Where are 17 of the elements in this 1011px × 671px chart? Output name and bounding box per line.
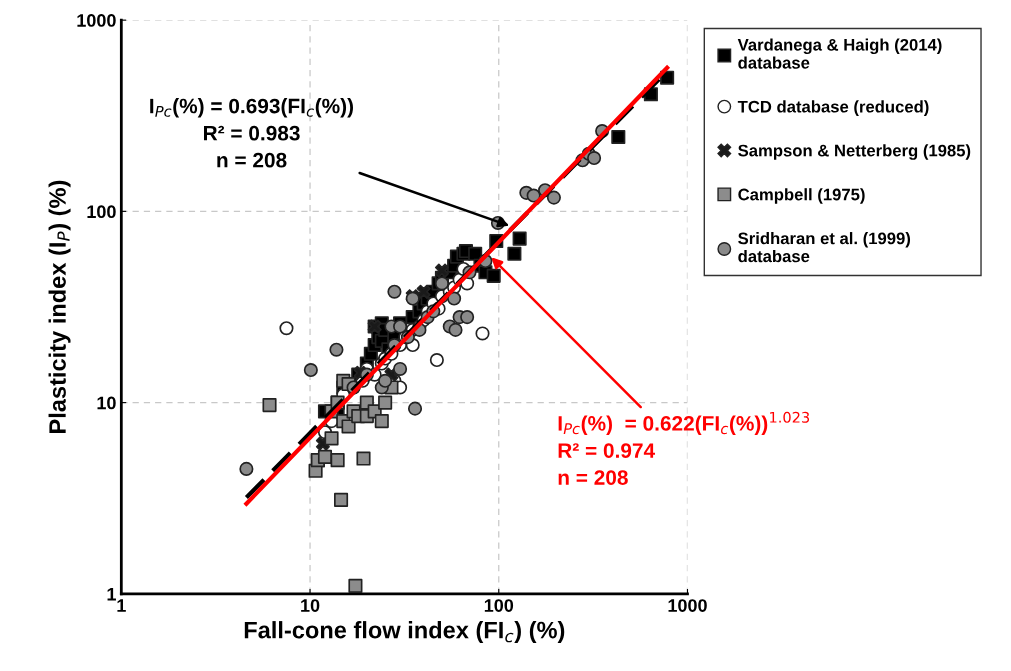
- x-tick-label: 100: [484, 599, 514, 612]
- x-axis-title: Fall-cone flow index (FI$_{c}$) (%): [244, 621, 565, 644]
- text: I$_{Pc}$(%) = 0.622(FI$_{c}$(%))$^{1.023}$ R² = 0.974 n = 208: [558, 411, 810, 485]
- legend-label: TCD database (reduced): [737, 100, 929, 116]
- x-tick-label: 1: [117, 599, 126, 612]
- annotation: I$_{Pc}$(%) = 0.693(FI$_{c}$(%)) R² = 0.983 n = 208: [150, 98, 354, 168]
- y-tick-label: 1000: [77, 14, 116, 27]
- x-tick-label: 10: [301, 599, 320, 612]
- y-axis-title: Plasticity index (I$_{P}$) (%): [48, 180, 71, 433]
- legend-label: Campbell (1975): [738, 188, 865, 204]
- legend-label: Vardanega & Haigh (2014) database: [737, 38, 942, 69]
- y-tick-label: 100: [87, 205, 116, 219]
- legend-label: Sampson & Netterberg (1985): [738, 144, 971, 160]
- y-tick-label: 1: [107, 587, 116, 601]
- x-tick-label: 1000: [668, 599, 707, 612]
- y-tick-label: 10: [97, 396, 116, 410]
- legend-label: Sridharan et al. (1999) database: [738, 232, 911, 263]
